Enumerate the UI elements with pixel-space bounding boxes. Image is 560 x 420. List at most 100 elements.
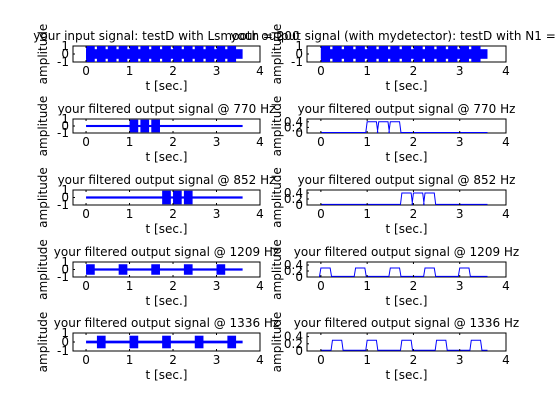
y-tick-label: 1 bbox=[61, 112, 69, 126]
x-axis-label: t [sec.] bbox=[386, 79, 428, 93]
x-tick-label: 0 bbox=[317, 353, 325, 367]
signal-burst-mark bbox=[194, 335, 204, 349]
x-tick-label: 3 bbox=[456, 353, 464, 367]
subplot-title: your filtered output signal @ 852 Hz bbox=[298, 173, 516, 187]
x-tick-label: 3 bbox=[213, 279, 221, 293]
signal-burst-mark bbox=[216, 46, 226, 62]
y-axis-label: amplitude bbox=[270, 239, 284, 300]
signal-burst-mark bbox=[129, 335, 139, 349]
y-tick-label: 0 bbox=[295, 198, 303, 212]
signal-burst-mark bbox=[162, 190, 171, 205]
x-tick-label: 4 bbox=[256, 279, 264, 293]
signal-burst-mark bbox=[151, 46, 160, 62]
y-axis-label: amplitude bbox=[36, 167, 50, 228]
y-axis-label: amplitude bbox=[270, 167, 284, 228]
x-axis-label: t [sec.] bbox=[146, 294, 188, 308]
x-tick-label: 2 bbox=[169, 279, 177, 293]
y-tick-label: 0 bbox=[295, 126, 303, 140]
x-tick-label: 4 bbox=[256, 353, 264, 367]
x-tick-label: 2 bbox=[410, 135, 418, 149]
x-tick-label: 2 bbox=[169, 135, 177, 149]
subplot-title: your filtered output signal @ 1209 Hz bbox=[294, 245, 519, 259]
x-tick-label: 2 bbox=[410, 64, 418, 78]
y-tick-label: 0.2 bbox=[284, 337, 303, 351]
signal-burst-mark bbox=[183, 190, 193, 205]
y-tick-label: 0 bbox=[61, 191, 69, 205]
y-tick-label: -1 bbox=[57, 126, 69, 140]
y-tick-label: -1 bbox=[291, 55, 303, 69]
y-axis-label: amplitude bbox=[36, 24, 50, 85]
detector-output-line bbox=[320, 192, 488, 205]
x-axis-label: t [sec.] bbox=[146, 79, 188, 93]
signal-burst-mark bbox=[129, 119, 139, 133]
x-axis-label: t [sec.] bbox=[386, 222, 428, 236]
signal-burst-mark bbox=[227, 46, 237, 62]
y-tick-label: 0 bbox=[61, 47, 69, 61]
x-tick-label: 3 bbox=[213, 353, 221, 367]
axes-box bbox=[306, 118, 507, 134]
x-axis-label: t [sec.] bbox=[386, 294, 428, 308]
x-tick-label: 0 bbox=[82, 207, 90, 221]
x-tick-label: 2 bbox=[410, 207, 418, 221]
x-tick-label: 4 bbox=[502, 279, 510, 293]
x-axis-label: t [sec.] bbox=[386, 368, 428, 382]
x-tick-label: 4 bbox=[502, 64, 510, 78]
signal-baseline-mark bbox=[86, 268, 243, 271]
y-tick-label: 0 bbox=[295, 47, 303, 61]
y-tick-label: 0 bbox=[61, 335, 69, 349]
y-tick-label: 0.4 bbox=[284, 115, 303, 129]
x-axis-label: t [sec.] bbox=[146, 150, 188, 164]
subplot-title: your input signal: testD with Lsmooth = … bbox=[33, 29, 299, 43]
axes-box bbox=[306, 261, 507, 278]
signal-burst-mark bbox=[436, 46, 446, 62]
y-axis-label: amplitude bbox=[36, 239, 50, 300]
x-tick-label: 2 bbox=[410, 279, 418, 293]
subplot-title: your filtered output signal @ 770 Hz bbox=[298, 102, 516, 116]
signal-burst-mark bbox=[129, 46, 139, 62]
signal-burst-mark bbox=[140, 119, 150, 133]
x-tick-label: 0 bbox=[82, 279, 90, 293]
x-tick-label: 4 bbox=[502, 135, 510, 149]
y-tick-label: 1 bbox=[61, 183, 69, 197]
y-tick-label: 0.4 bbox=[284, 330, 303, 344]
signal-burst-mark bbox=[118, 46, 128, 62]
x-tick-label: 4 bbox=[502, 207, 510, 221]
y-tick-label: 0 bbox=[295, 344, 303, 358]
y-tick-label: 1 bbox=[61, 255, 69, 269]
signal-burst-mark bbox=[378, 46, 388, 62]
y-axis-label: amplitude bbox=[270, 96, 284, 157]
x-tick-label: 1 bbox=[126, 64, 134, 78]
x-tick-label: 1 bbox=[363, 353, 371, 367]
x-tick-label: 2 bbox=[410, 353, 418, 367]
x-tick-label: 3 bbox=[213, 64, 221, 78]
x-tick-label: 4 bbox=[502, 353, 510, 367]
x-tick-label: 2 bbox=[169, 64, 177, 78]
y-tick-label: 0.4 bbox=[284, 258, 303, 272]
signal-burst-mark bbox=[183, 46, 193, 62]
signal-burst-mark bbox=[448, 46, 458, 62]
y-axis-label: amplitude bbox=[36, 312, 50, 373]
x-axis-label: t [sec.] bbox=[386, 150, 428, 164]
x-tick-label: 2 bbox=[169, 353, 177, 367]
signal-baseline-mark bbox=[86, 124, 243, 128]
signal-burst-mark bbox=[194, 46, 204, 62]
x-tick-label: 1 bbox=[363, 279, 371, 293]
detector-output-line bbox=[320, 121, 488, 133]
signal-burst-mark bbox=[320, 46, 331, 62]
signal-burst-mark bbox=[162, 46, 171, 62]
x-tick-label: 3 bbox=[213, 207, 221, 221]
signal-burst-mark bbox=[107, 46, 117, 62]
signal-burst-mark bbox=[205, 46, 215, 62]
x-tick-label: 0 bbox=[317, 207, 325, 221]
detector-output-line bbox=[318, 267, 488, 277]
subplot-title: your filtered output signal @ 770 Hz bbox=[58, 102, 276, 116]
signal-burst-mark bbox=[216, 264, 226, 275]
x-tick-label: 3 bbox=[456, 135, 464, 149]
signal-burst-mark bbox=[162, 335, 171, 349]
x-tick-label: 1 bbox=[126, 279, 134, 293]
